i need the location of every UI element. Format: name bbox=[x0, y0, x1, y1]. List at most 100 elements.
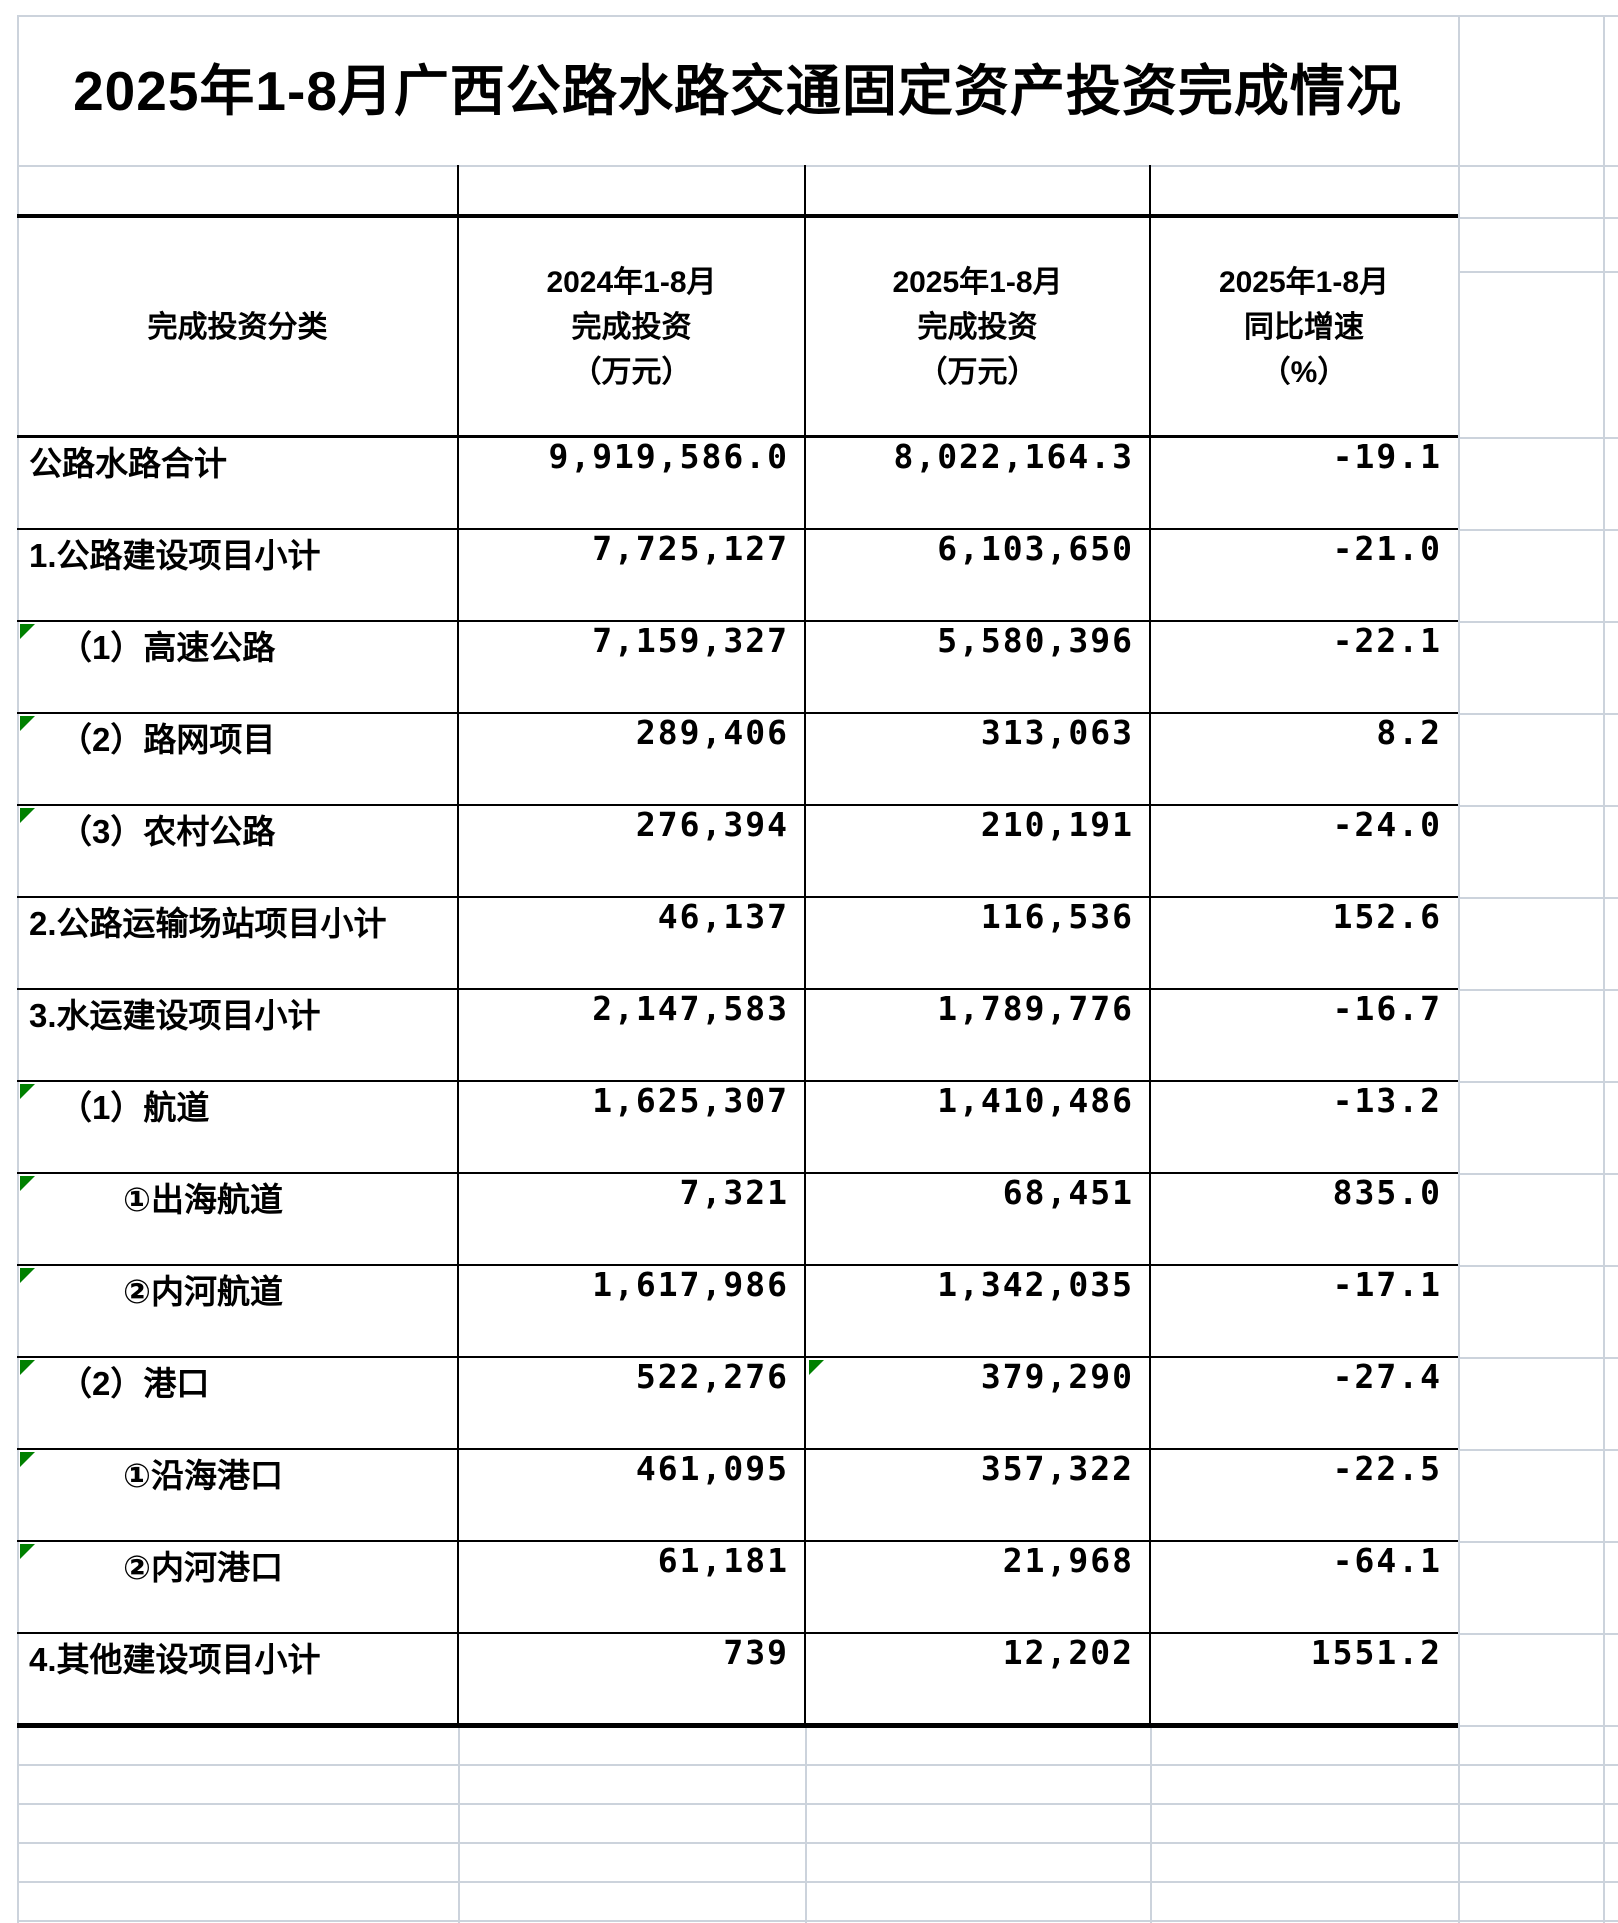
row-2024-value-cell[interactable]: 46,137 bbox=[458, 897, 805, 936]
row-2024-value-cell[interactable]: 289,406 bbox=[458, 713, 805, 752]
row-2025-value-cell[interactable]: 210,191 bbox=[805, 805, 1150, 844]
row-2024-value-cell[interactable]: 61,181 bbox=[458, 1541, 805, 1580]
row-value: 379,290 bbox=[980, 1357, 1134, 1396]
table-border bbox=[17, 528, 1458, 530]
header-2025-line2: 完成投资 bbox=[917, 310, 1038, 344]
row-2025-value-cell[interactable]: 68,451 bbox=[805, 1173, 1150, 1212]
header-category-label: 完成投资分类 bbox=[147, 310, 328, 344]
row-2025-value-cell[interactable]: 21,968 bbox=[805, 1541, 1150, 1580]
gridline bbox=[1458, 437, 1618, 439]
row-2024-value-cell[interactable]: 522,276 bbox=[458, 1357, 805, 1396]
header-growth-line1: 2025年1-8月 bbox=[1218, 265, 1390, 299]
gridline bbox=[1458, 1725, 1618, 1727]
row-growth-value-cell[interactable]: 1551.2 bbox=[1150, 1633, 1458, 1672]
error-flag-icon bbox=[20, 624, 35, 639]
row-value: -17.1 bbox=[1332, 1265, 1442, 1304]
row-label-cell[interactable]: ②内河航道 bbox=[17, 1265, 458, 1313]
row-growth-value-cell[interactable]: -19.1 bbox=[1150, 437, 1458, 476]
row-growth-value-cell[interactable]: -21.0 bbox=[1150, 529, 1458, 568]
row-2025-value-cell[interactable]: 313,063 bbox=[805, 713, 1150, 752]
header-cell-2024-investment[interactable]: 2024年1-8月 完成投资 （万元） bbox=[458, 217, 805, 437]
row-2024-value-cell[interactable]: 276,394 bbox=[458, 805, 805, 844]
row-value: -13.2 bbox=[1332, 1081, 1442, 1120]
row-value: 9,919,586.0 bbox=[548, 437, 789, 476]
row-2025-value-cell[interactable]: 5,580,396 bbox=[805, 621, 1150, 660]
row-2024-value-cell[interactable]: 7,321 bbox=[458, 1173, 805, 1212]
header-cell-category[interactable]: 完成投资分类 bbox=[17, 217, 458, 437]
row-label-cell[interactable]: 3.水运建设项目小计 bbox=[17, 989, 458, 1037]
row-label-cell[interactable]: 2.公路运输场站项目小计 bbox=[17, 897, 458, 945]
row-2024-value-cell[interactable]: 1,625,307 bbox=[458, 1081, 805, 1120]
row-2024-value-cell[interactable]: 461,095 bbox=[458, 1449, 805, 1488]
gridline bbox=[1458, 1633, 1618, 1635]
row-value: -21.0 bbox=[1332, 529, 1442, 568]
header-cell-growth[interactable]: 2025年1-8月 同比增速 （%） bbox=[1150, 217, 1458, 437]
row-label-cell[interactable]: （2）路网项目 bbox=[17, 713, 458, 761]
table-row: ②内河港口 61,181 21,968 -64.1 bbox=[0, 1541, 1618, 1633]
header-cell-2025-investment[interactable]: 2025年1-8月 完成投资 （万元） bbox=[805, 217, 1150, 437]
table-row: 3.水运建设项目小计 2,147,583 1,789,776 -16.7 bbox=[0, 989, 1618, 1081]
row-label-cell[interactable]: 公路水路合计 bbox=[17, 437, 458, 485]
row-label-cell[interactable]: （1）航道 bbox=[17, 1081, 458, 1129]
gridline bbox=[1150, 1725, 1152, 1923]
row-value: 289,406 bbox=[635, 713, 789, 752]
row-2025-value-cell[interactable]: 1,789,776 bbox=[805, 989, 1150, 1028]
table-border bbox=[17, 896, 1458, 898]
row-growth-value-cell[interactable]: 152.6 bbox=[1150, 897, 1458, 936]
row-growth-value-cell[interactable]: -27.4 bbox=[1150, 1357, 1458, 1396]
row-2024-value-cell[interactable]: 739 bbox=[458, 1633, 805, 1672]
row-2024-value-cell[interactable]: 2,147,583 bbox=[458, 989, 805, 1028]
error-flag-icon bbox=[809, 1360, 824, 1375]
row-label: （2）港口 bbox=[59, 1365, 210, 1402]
table-border bbox=[17, 1356, 1458, 1358]
row-label-cell[interactable]: 1.公路建设项目小计 bbox=[17, 529, 458, 577]
row-value: 1,789,776 bbox=[937, 989, 1134, 1028]
gridline bbox=[458, 1725, 460, 1923]
row-value: 68,451 bbox=[1002, 1173, 1134, 1212]
row-label: （3）农村公路 bbox=[59, 813, 276, 850]
row-growth-value-cell[interactable]: 8.2 bbox=[1150, 713, 1458, 752]
header-2024-line2: 完成投资 bbox=[571, 310, 692, 344]
row-label: ②内河港口 bbox=[123, 1549, 283, 1586]
row-2024-value-cell[interactable]: 7,725,127 bbox=[458, 529, 805, 568]
row-growth-value-cell[interactable]: -24.0 bbox=[1150, 805, 1458, 844]
row-growth-value-cell[interactable]: -22.1 bbox=[1150, 621, 1458, 660]
row-label-cell[interactable]: （1）高速公路 bbox=[17, 621, 458, 669]
header-2024-line3: （万元） bbox=[571, 355, 692, 389]
row-label: （1）航道 bbox=[59, 1089, 210, 1126]
row-label-cell[interactable]: ①出海航道 bbox=[17, 1173, 458, 1221]
gridline bbox=[1458, 217, 1618, 219]
row-label-cell[interactable]: ①沿海港口 bbox=[17, 1449, 458, 1497]
row-growth-value-cell[interactable]: -16.7 bbox=[1150, 989, 1458, 1028]
gridline bbox=[17, 1764, 1618, 1766]
row-2025-value-cell[interactable]: 8,022,164.3 bbox=[805, 437, 1150, 476]
row-growth-value-cell[interactable]: -13.2 bbox=[1150, 1081, 1458, 1120]
row-2025-value-cell[interactable]: 1,342,035 bbox=[805, 1265, 1150, 1304]
row-2024-value-cell[interactable]: 1,617,986 bbox=[458, 1265, 805, 1304]
row-label: （2）路网项目 bbox=[59, 721, 276, 758]
row-label-cell[interactable]: （2）港口 bbox=[17, 1357, 458, 1405]
row-value: -16.7 bbox=[1332, 989, 1442, 1028]
row-2025-value-cell[interactable]: 1,410,486 bbox=[805, 1081, 1150, 1120]
row-2025-value-cell[interactable]: 6,103,650 bbox=[805, 529, 1150, 568]
row-2025-value-cell[interactable]: 12,202 bbox=[805, 1633, 1150, 1672]
row-2025-value-cell[interactable]: 116,536 bbox=[805, 897, 1150, 936]
row-2025-value-cell[interactable]: 357,322 bbox=[805, 1449, 1150, 1488]
row-label: 4.其他建设项目小计 bbox=[29, 1641, 321, 1678]
table-border bbox=[17, 214, 1458, 218]
row-growth-value-cell[interactable]: -17.1 bbox=[1150, 1265, 1458, 1304]
row-growth-value-cell[interactable]: 835.0 bbox=[1150, 1173, 1458, 1212]
row-2024-value-cell[interactable]: 7,159,327 bbox=[458, 621, 805, 660]
gridline bbox=[17, 15, 1618, 17]
row-2025-value-cell[interactable]: 379,290 bbox=[805, 1357, 1150, 1396]
title-cell[interactable]: 2025年1-8月广西公路水路交通固定资产投资完成情况 bbox=[17, 15, 1458, 167]
row-label-cell[interactable]: （3）农村公路 bbox=[17, 805, 458, 853]
row-growth-value-cell[interactable]: -64.1 bbox=[1150, 1541, 1458, 1580]
table-row: 公路水路合计 9,919,586.0 8,022,164.3 -19.1 bbox=[0, 437, 1618, 529]
row-growth-value-cell[interactable]: -22.5 bbox=[1150, 1449, 1458, 1488]
table-border bbox=[17, 1540, 1458, 1542]
gridline bbox=[1458, 897, 1618, 899]
row-label-cell[interactable]: 4.其他建设项目小计 bbox=[17, 1633, 458, 1681]
row-2024-value-cell[interactable]: 9,919,586.0 bbox=[458, 437, 805, 476]
row-label-cell[interactable]: ②内河港口 bbox=[17, 1541, 458, 1589]
